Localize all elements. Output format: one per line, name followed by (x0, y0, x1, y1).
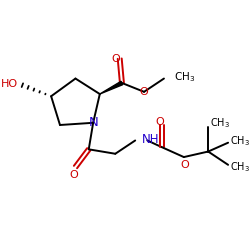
Text: O: O (111, 54, 120, 64)
Text: NH: NH (142, 133, 159, 146)
Text: O: O (156, 117, 164, 127)
Text: HO: HO (1, 79, 18, 89)
Text: CH$_3$: CH$_3$ (210, 116, 230, 130)
Text: O: O (180, 160, 189, 170)
Text: CH$_3$: CH$_3$ (230, 160, 250, 174)
Text: CH$_3$: CH$_3$ (230, 134, 250, 148)
Text: N: N (88, 116, 98, 129)
Polygon shape (100, 81, 123, 94)
Text: O: O (140, 87, 148, 97)
Text: CH$_3$: CH$_3$ (174, 70, 195, 84)
Text: O: O (69, 170, 78, 180)
